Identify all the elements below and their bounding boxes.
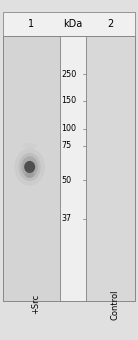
Text: kDa: kDa: [63, 19, 82, 29]
Ellipse shape: [14, 148, 45, 186]
Bar: [86, 36, 135, 301]
Text: 250: 250: [61, 70, 77, 79]
Bar: [3, 12, 135, 36]
Ellipse shape: [21, 156, 38, 178]
Bar: [60, 36, 86, 301]
Ellipse shape: [26, 171, 34, 178]
Text: 50: 50: [61, 176, 71, 185]
Text: +Src: +Src: [31, 294, 40, 315]
Text: 150: 150: [61, 96, 77, 105]
Text: 100: 100: [61, 124, 76, 133]
Text: 2: 2: [107, 19, 114, 29]
Text: Control: Control: [110, 289, 119, 320]
Bar: [3, 36, 60, 301]
Bar: [3, 36, 135, 301]
Text: 1: 1: [28, 19, 34, 29]
Ellipse shape: [23, 143, 37, 149]
Ellipse shape: [19, 153, 41, 181]
Text: 75: 75: [61, 141, 72, 150]
Ellipse shape: [24, 161, 35, 173]
Text: 37: 37: [61, 214, 71, 223]
